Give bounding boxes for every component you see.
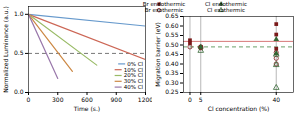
svg-text:40: 40 bbox=[272, 96, 280, 103]
svg-text:0.0: 0.0 bbox=[14, 88, 24, 95]
svg-text:Cl concentration (%): Cl concentration (%) bbox=[208, 105, 270, 112]
svg-text:0.5: 0.5 bbox=[14, 49, 24, 56]
svg-text:Br exothermic: Br exothermic bbox=[145, 7, 184, 13]
svg-text:Cl exothermic: Cl exothermic bbox=[207, 7, 245, 13]
svg-text:10% Cl: 10% Cl bbox=[123, 66, 143, 73]
svg-text:0.55: 0.55 bbox=[165, 31, 179, 38]
svg-text:0.30: 0.30 bbox=[165, 79, 179, 86]
svg-text:1200: 1200 bbox=[138, 96, 153, 103]
svg-text:20% Cl: 20% Cl bbox=[123, 72, 143, 79]
svg-text:40% Cl: 40% Cl bbox=[124, 84, 144, 90]
svg-text:30% Cl: 30% Cl bbox=[123, 78, 143, 85]
svg-text:Normalized Luminance (a.u.): Normalized Luminance (a.u.) bbox=[2, 6, 9, 93]
svg-text:0.50: 0.50 bbox=[165, 41, 179, 48]
svg-text:Time (s.): Time (s.) bbox=[73, 105, 100, 112]
svg-text:0: 0 bbox=[188, 96, 192, 103]
svg-text:600: 600 bbox=[81, 96, 93, 103]
svg-text:Cl endothermic: Cl endothermic bbox=[205, 1, 247, 7]
svg-text:1.0: 1.0 bbox=[14, 10, 24, 17]
svg-text:0: 0 bbox=[27, 96, 31, 103]
svg-text:0.45: 0.45 bbox=[165, 50, 179, 57]
svg-text:0.60: 0.60 bbox=[165, 22, 179, 29]
svg-text:5: 5 bbox=[199, 96, 203, 103]
svg-text:Migration barrier (eV): Migration barrier (eV) bbox=[154, 22, 162, 87]
svg-text:300: 300 bbox=[52, 96, 64, 103]
svg-text:0.65: 0.65 bbox=[165, 12, 179, 19]
svg-text:0.25: 0.25 bbox=[165, 88, 179, 95]
svg-text:0% Cl: 0% Cl bbox=[127, 60, 143, 67]
svg-text:Br endothermic: Br endothermic bbox=[143, 1, 186, 7]
svg-text:0.35: 0.35 bbox=[165, 69, 179, 76]
svg-text:0.40: 0.40 bbox=[165, 60, 179, 67]
svg-text:900: 900 bbox=[111, 96, 123, 103]
